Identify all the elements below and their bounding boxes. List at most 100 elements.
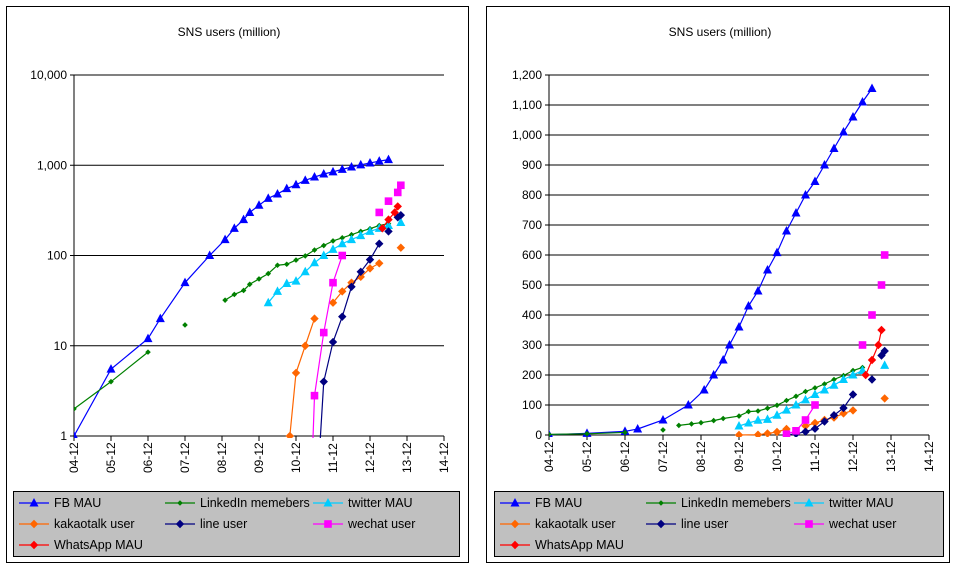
x-tick-label: 07-12 xyxy=(656,441,670,472)
x-tick-label: 10-12 xyxy=(289,442,303,473)
data-point-fb xyxy=(744,301,753,310)
right-chart-legend: FB MAU LinkedIn memebers twitter MAU kak… xyxy=(494,491,944,557)
data-point-whatsapp xyxy=(861,370,870,380)
data-point-line xyxy=(365,255,375,264)
data-point-kakao xyxy=(839,409,848,418)
x-tick-label: 14-12 xyxy=(437,442,451,473)
series-fb xyxy=(549,83,877,437)
data-point-wechat xyxy=(310,391,319,400)
data-point-linkedin xyxy=(622,429,628,436)
series-whatsapp xyxy=(861,325,886,380)
x-tick-label: 07-12 xyxy=(178,442,192,473)
legend-label: wechat user xyxy=(348,517,416,531)
data-point-linkedin xyxy=(584,431,590,437)
data-point-linkedin xyxy=(745,408,752,415)
data-point-wechat xyxy=(319,328,328,337)
y-tick-label: 1,200 xyxy=(512,68,542,82)
data-point-twitter xyxy=(848,370,858,379)
data-point-fb xyxy=(347,162,356,171)
data-point-line xyxy=(829,411,839,420)
data-point-twitter xyxy=(319,250,329,259)
data-point-fb xyxy=(858,97,867,106)
x-tick-label: 11-12 xyxy=(808,442,822,472)
data-point-fb xyxy=(718,355,728,364)
legend-label: wechat user xyxy=(829,517,897,531)
data-point-linkedin xyxy=(311,247,318,253)
series-line-fb xyxy=(74,159,389,437)
data-point-twitter xyxy=(291,276,301,285)
data-point-fb xyxy=(220,234,230,244)
data-point-kakao xyxy=(338,287,347,296)
data-point-wechat xyxy=(792,427,800,435)
y-tick-label: 500 xyxy=(522,278,542,292)
data-point-wechat xyxy=(384,197,393,205)
x-tick-label: 12-12 xyxy=(846,441,860,472)
data-point-linkedin xyxy=(764,405,771,412)
series-line-whatsapp xyxy=(381,206,399,229)
data-point-kakao xyxy=(734,430,744,437)
data-point-linkedin xyxy=(293,257,299,263)
y-tick-label: 600 xyxy=(522,248,542,262)
data-point-fb xyxy=(867,83,877,92)
series-whatsapp xyxy=(378,202,402,233)
legend-label: LinkedIn memebers xyxy=(200,496,310,510)
legend-marker xyxy=(323,498,333,507)
legend-marker xyxy=(804,498,814,507)
series-twitter xyxy=(734,360,890,430)
y-tick-label: 10,000 xyxy=(30,68,67,82)
x-tick-label: 13-12 xyxy=(400,442,414,473)
data-point-fb xyxy=(319,168,329,178)
diamond-marker-icon xyxy=(646,519,676,529)
data-point-twitter xyxy=(347,234,356,244)
data-point-linkedin xyxy=(821,381,828,387)
data-point-twitter xyxy=(356,230,366,240)
data-point-fb xyxy=(291,179,301,189)
y-tick-label: 900 xyxy=(522,158,542,172)
legend-item-wechat: wechat user xyxy=(312,514,415,534)
legend-marker xyxy=(175,519,185,529)
data-point-linkedin xyxy=(793,393,799,400)
data-point-line xyxy=(867,375,877,384)
series-line xyxy=(319,210,406,438)
small-diamond-marker-icon xyxy=(165,500,195,506)
data-point-whatsapp xyxy=(877,325,886,335)
data-point-linkedin xyxy=(688,421,695,427)
legend-label: twitter MAU xyxy=(829,496,894,510)
data-point-wechat xyxy=(338,251,347,260)
data-point-kakao xyxy=(810,418,820,428)
series-fb xyxy=(74,154,393,438)
data-point-twitter xyxy=(782,405,791,414)
left-chart-panel xyxy=(6,6,469,563)
data-point-linkedin xyxy=(676,422,682,429)
x-tick-label: 04-12 xyxy=(542,441,556,472)
triangle-marker-icon xyxy=(500,498,530,507)
legend-marker xyxy=(510,519,520,529)
left-chart-legend: FB MAU LinkedIn memebers twitter MAU kak… xyxy=(13,491,460,557)
data-point-wechat xyxy=(782,430,791,437)
series-line-linkedin xyxy=(224,223,389,301)
data-point-fb xyxy=(205,250,215,259)
data-point-kakao xyxy=(375,259,384,268)
data-point-twitter xyxy=(273,286,282,295)
data-point-line xyxy=(880,346,889,356)
data-point-wechat xyxy=(375,208,384,217)
legend-label: twitter MAU xyxy=(348,496,413,510)
diamond-marker-icon xyxy=(500,519,530,529)
data-point-fb xyxy=(753,286,763,295)
data-point-linkedin xyxy=(256,276,262,282)
y-tick-label: 100 xyxy=(47,249,67,263)
square-marker-icon xyxy=(794,520,824,528)
data-point-fb xyxy=(365,157,375,167)
data-point-fb xyxy=(839,127,848,136)
legend-item-linkedin: LinkedIn memebers xyxy=(645,493,791,513)
data-point-fb xyxy=(106,364,116,373)
data-point-line xyxy=(356,267,365,276)
y-tick-label: 1,000 xyxy=(37,158,67,172)
data-point-fb xyxy=(810,176,820,185)
diamond-marker-icon xyxy=(165,519,195,529)
y-tick-label: 700 xyxy=(522,218,542,232)
x-tick-label: 06-12 xyxy=(141,442,155,473)
data-point-twitter xyxy=(396,217,406,227)
data-point-twitter xyxy=(744,418,753,427)
